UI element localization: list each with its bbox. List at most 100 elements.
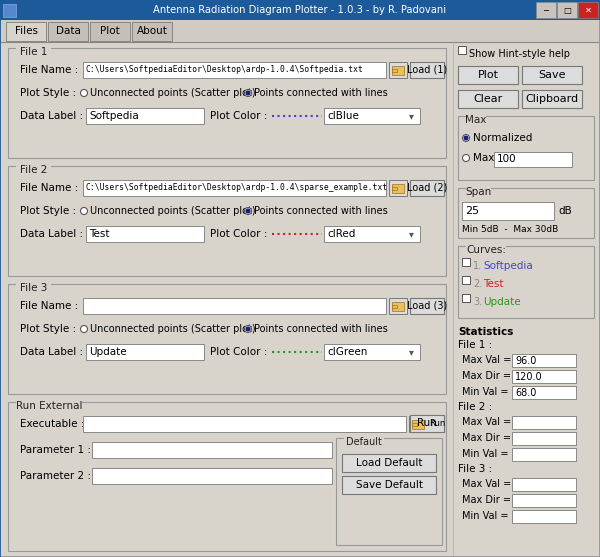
- Bar: [324, 344, 420, 360]
- Bar: [494, 152, 572, 167]
- Text: Plot Style :: Plot Style :: [20, 206, 76, 216]
- Bar: [336, 438, 442, 545]
- Text: Unconnected points (Scatter plot): Unconnected points (Scatter plot): [90, 88, 256, 98]
- Text: Statistics: Statistics: [458, 327, 514, 337]
- Bar: [392, 69, 397, 72]
- Bar: [392, 305, 397, 308]
- Text: Load (1): Load (1): [407, 65, 447, 75]
- Text: Data: Data: [56, 27, 80, 37]
- Text: ▾: ▾: [409, 111, 414, 121]
- Text: Load (2): Load (2): [407, 183, 447, 193]
- Text: Data Label :: Data Label :: [20, 347, 83, 357]
- Bar: [324, 108, 420, 124]
- Bar: [389, 298, 407, 314]
- Text: Max: Max: [465, 115, 487, 125]
- Circle shape: [463, 134, 470, 141]
- Bar: [409, 416, 427, 432]
- Text: Files: Files: [14, 27, 37, 37]
- Bar: [83, 298, 386, 314]
- Bar: [512, 416, 576, 429]
- Text: Parameter 2 :: Parameter 2 :: [20, 471, 91, 481]
- Circle shape: [464, 136, 468, 140]
- Circle shape: [463, 154, 470, 162]
- Text: File Name :: File Name :: [20, 183, 78, 193]
- Bar: [512, 370, 576, 383]
- Bar: [522, 66, 582, 84]
- Bar: [522, 90, 582, 108]
- Text: Min Val =: Min Val =: [462, 387, 509, 397]
- Bar: [462, 202, 554, 220]
- Text: Clear: Clear: [473, 94, 503, 104]
- Bar: [512, 432, 576, 445]
- Bar: [462, 258, 470, 266]
- Bar: [462, 276, 470, 284]
- Bar: [389, 180, 407, 196]
- Bar: [512, 354, 576, 367]
- Text: Curves:: Curves:: [466, 245, 506, 255]
- Text: Softpedia: Softpedia: [89, 111, 139, 121]
- Text: Normalized: Normalized: [473, 133, 532, 143]
- Text: Plot Color :: Plot Color :: [210, 347, 268, 357]
- Bar: [458, 246, 594, 318]
- Text: Run: Run: [417, 418, 437, 428]
- Text: Min Val =: Min Val =: [462, 449, 509, 459]
- Text: Max Val =: Max Val =: [462, 417, 511, 427]
- Text: Max Dir =: Max Dir =: [462, 433, 511, 443]
- Text: Max: Max: [473, 153, 494, 163]
- Bar: [557, 2, 577, 18]
- Text: □: □: [563, 6, 571, 14]
- Bar: [90, 22, 130, 41]
- Text: 120.0: 120.0: [515, 372, 542, 382]
- Text: Max Val =: Max Val =: [462, 355, 511, 365]
- Bar: [8, 284, 446, 394]
- Text: 1.: 1.: [473, 261, 482, 271]
- Bar: [466, 187, 491, 198]
- Circle shape: [245, 325, 251, 333]
- Bar: [16, 401, 82, 412]
- Circle shape: [80, 325, 88, 333]
- Bar: [430, 416, 444, 432]
- Text: Plot Style :: Plot Style :: [20, 88, 76, 98]
- Bar: [92, 468, 332, 484]
- Bar: [392, 66, 404, 75]
- Text: Softpedia: Softpedia: [483, 261, 533, 271]
- Text: Points connected with lines: Points connected with lines: [254, 324, 388, 334]
- Bar: [410, 415, 444, 432]
- Bar: [392, 302, 404, 311]
- Bar: [83, 416, 406, 432]
- Text: About: About: [137, 27, 167, 37]
- Bar: [410, 180, 444, 196]
- Bar: [342, 454, 436, 472]
- Text: 96.0: 96.0: [515, 355, 536, 365]
- Bar: [458, 66, 518, 84]
- Text: C:\Users\SoftpediaEditor\Desktop\ardp-1.0.4\sparse_example.txt: C:\Users\SoftpediaEditor\Desktop\ardp-1.…: [86, 183, 388, 193]
- Bar: [458, 188, 594, 238]
- Text: ▾: ▾: [409, 347, 414, 357]
- Text: 68.0: 68.0: [515, 388, 536, 398]
- Bar: [512, 478, 576, 491]
- Text: Data Label :: Data Label :: [20, 229, 83, 239]
- Bar: [324, 226, 420, 242]
- Bar: [83, 180, 386, 196]
- Text: Plot Style :: Plot Style :: [20, 324, 76, 334]
- Text: Points connected with lines: Points connected with lines: [254, 88, 388, 98]
- Text: Run External: Run External: [16, 401, 82, 411]
- Bar: [512, 494, 576, 507]
- Text: Update: Update: [89, 347, 127, 357]
- Bar: [0, 0, 600, 20]
- Bar: [86, 108, 204, 124]
- Text: 25: 25: [465, 206, 479, 216]
- Bar: [412, 420, 424, 429]
- Bar: [578, 2, 598, 18]
- Text: clBlue: clBlue: [327, 111, 359, 121]
- Text: 100: 100: [497, 154, 517, 164]
- Bar: [458, 116, 594, 180]
- Text: Clipboard: Clipboard: [526, 94, 578, 104]
- Bar: [389, 62, 407, 78]
- Text: Min Val =: Min Val =: [462, 511, 509, 521]
- Bar: [512, 510, 576, 523]
- Circle shape: [80, 208, 88, 214]
- Text: Antenna Radiation Diagram Plotter - 1.0.3 - by R. Padovani: Antenna Radiation Diagram Plotter - 1.0.…: [154, 5, 446, 15]
- Text: Unconnected points (Scatter plot): Unconnected points (Scatter plot): [90, 206, 256, 216]
- Text: Parameter 1 :: Parameter 1 :: [20, 445, 91, 455]
